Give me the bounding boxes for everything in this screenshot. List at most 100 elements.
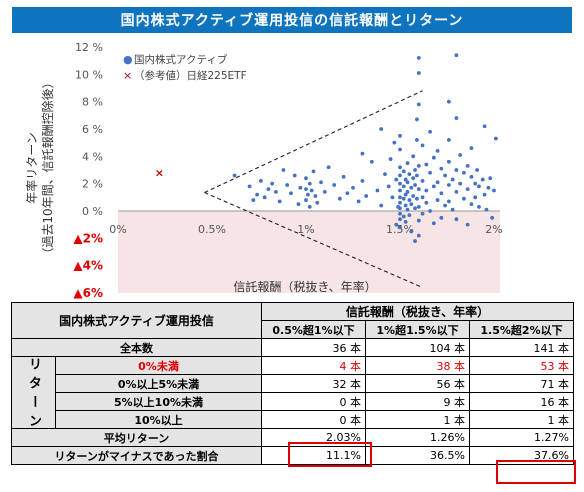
data-point <box>465 187 470 192</box>
data-point <box>439 191 444 196</box>
data-point <box>416 233 421 238</box>
data-point <box>405 161 410 166</box>
data-point <box>424 200 429 205</box>
guide-line <box>204 90 423 194</box>
row-label: リターンがマイナスであった割合 <box>11 446 262 465</box>
table-row-negative-ratio: リターンがマイナスであった割合 11.1% 36.5% 37.6% <box>11 446 574 465</box>
table-cell: 0 本 <box>261 410 366 429</box>
x-tick-label: 0% <box>109 223 126 236</box>
table-row-return: リターン 0%未満 4 本 38 本 53 本 <box>11 356 574 433</box>
data-point <box>413 168 417 172</box>
data-point <box>411 176 416 181</box>
data-point <box>435 198 440 202</box>
data-point <box>296 202 301 207</box>
scatter-chart: 年率リターン （過去10年間、信託報酬控除後） 12 % 10 % 8 % 6 % 4 %… <box>24 41 503 300</box>
data-point <box>398 181 402 186</box>
data-point <box>469 202 474 207</box>
reference-marker: × <box>155 167 164 180</box>
data-point <box>398 147 402 152</box>
data-point <box>258 179 263 183</box>
data-point <box>401 169 406 174</box>
column-header: 1.5%超2%以下 <box>469 320 574 339</box>
y-tick-label: ▲6% <box>73 286 103 300</box>
data-point <box>416 102 421 107</box>
data-point <box>446 99 451 104</box>
row-label: 平均リターン <box>11 428 262 447</box>
data-point <box>337 196 342 201</box>
data-point <box>388 157 393 161</box>
table-cell: 104 本 <box>365 338 470 357</box>
data-points <box>232 53 498 243</box>
row-label: 0%未満 <box>55 356 262 375</box>
data-point <box>266 187 271 192</box>
data-point <box>465 164 470 168</box>
data-point <box>403 203 408 208</box>
data-point <box>407 172 412 177</box>
table-cell: 16 本 <box>469 392 574 411</box>
table-cell: 11.1% <box>261 446 366 465</box>
data-point <box>305 192 310 197</box>
row-label: 5%以上10%未満 <box>55 392 262 411</box>
data-point <box>480 177 485 182</box>
data-point <box>281 168 286 172</box>
table-cell: 4 本 <box>261 356 366 375</box>
data-point <box>415 117 419 122</box>
data-point <box>446 183 451 187</box>
table-cell: 36 本 <box>261 338 366 357</box>
table-cell: 1.26% <box>365 428 470 447</box>
highlight-box-avg <box>288 442 372 467</box>
y-tick-label: ▲2% <box>73 231 103 245</box>
data-point <box>255 192 260 197</box>
data-point <box>439 166 444 171</box>
data-point <box>428 129 432 134</box>
data-point <box>454 189 459 194</box>
data-point <box>431 155 436 160</box>
data-point <box>415 138 419 142</box>
data-point <box>462 170 466 175</box>
legend-label: 国内株式アクティブ <box>134 53 228 66</box>
data-point <box>413 239 417 243</box>
y-tick-label: 0 % <box>82 205 103 218</box>
x-tick-label: 1.5% <box>386 223 414 236</box>
data-point <box>356 199 361 204</box>
data-point <box>401 196 406 201</box>
data-point <box>332 183 337 187</box>
y-tick-label: 2 % <box>82 178 103 191</box>
table-cell: 38 本 <box>365 356 470 375</box>
table-cell: 9 本 <box>365 392 470 411</box>
y-tick-label: 12 % <box>75 41 103 54</box>
data-point <box>416 164 421 168</box>
data-point <box>285 183 290 187</box>
column-header: 0.5%超1%以下 <box>261 320 366 339</box>
data-point <box>398 133 402 138</box>
data-point <box>477 184 481 189</box>
data-point <box>274 189 278 194</box>
data-point <box>307 181 312 186</box>
data-point <box>416 205 421 209</box>
data-point <box>311 169 316 174</box>
data-point <box>405 207 410 212</box>
table-cell: 141 本 <box>469 338 574 357</box>
data-point <box>411 194 416 198</box>
reference-point: × <box>155 167 164 180</box>
table-cell: 36.5% <box>365 446 470 465</box>
data-point <box>469 174 474 179</box>
table-cell: 56 本 <box>365 374 470 393</box>
table-cell: 0 本 <box>261 392 366 411</box>
data-point <box>409 202 414 207</box>
data-point <box>413 183 417 187</box>
return-group-label: リターン <box>11 356 56 433</box>
data-point <box>424 188 429 193</box>
data-point <box>454 217 459 222</box>
data-point <box>394 177 399 182</box>
data-point <box>360 151 365 156</box>
data-point <box>450 177 455 182</box>
stats-table: 国内株式アクティブ運用投信 信託報酬（税抜き、年率） 0.5%超1%以下 1%超… <box>11 302 574 465</box>
data-point <box>443 203 448 208</box>
data-point <box>398 188 402 193</box>
data-point <box>458 153 463 157</box>
data-point <box>416 187 421 192</box>
data-point <box>392 140 397 145</box>
x-tick-label: 0.5% <box>198 223 226 236</box>
data-point <box>232 173 237 178</box>
